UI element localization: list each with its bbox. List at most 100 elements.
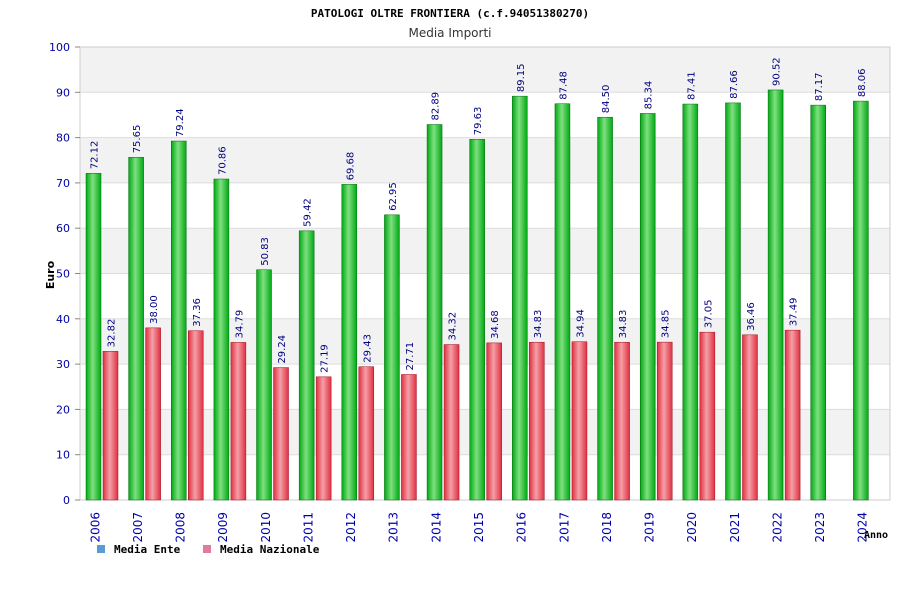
bar-media-nazionale-2021 xyxy=(742,334,758,501)
bar-media-ente-2024 xyxy=(853,100,869,501)
bar-media-nazionale-2016 xyxy=(529,341,545,501)
data-label-media-nazionale-2014: 34.32 xyxy=(448,312,459,341)
data-label-media-ente-2013: 62.95 xyxy=(388,182,399,211)
bar-media-nazionale-2009 xyxy=(230,342,247,501)
data-label-media-ente-2022: 90.52 xyxy=(772,57,783,86)
data-label-media-ente-2024: 88.06 xyxy=(857,68,868,97)
bar-media-ente-2019 xyxy=(639,113,656,501)
bar-media-nazionale-2011 xyxy=(315,376,332,501)
data-label-media-nazionale-2020: 37.05 xyxy=(703,300,714,329)
x-tick-label: 2022 xyxy=(770,512,784,543)
data-label-media-nazionale-2007: 38.00 xyxy=(149,295,160,324)
bar-media-ente-2008 xyxy=(171,140,187,501)
y-tick-label: 80 xyxy=(56,132,70,145)
x-tick-label: 2008 xyxy=(174,512,188,543)
bar-media-ente-2010 xyxy=(256,269,272,501)
data-label-media-nazionale-2010: 29.24 xyxy=(277,335,288,364)
bar-media-nazionale-2014 xyxy=(443,344,460,501)
bar-media-ente-2017 xyxy=(554,103,571,501)
bar-media-ente-2016 xyxy=(512,95,528,501)
y-axis-label: Euro xyxy=(44,260,57,289)
y-tick-label: 60 xyxy=(56,222,70,235)
data-label-media-nazionale-2012: 29.43 xyxy=(362,334,373,363)
bar-media-ente-2023 xyxy=(810,104,826,501)
x-axis: 2006 2007 2008 2009 2010 2011 2012 2013 2014 2015… xyxy=(88,512,869,543)
bar-media-nazionale-2007 xyxy=(145,327,161,501)
bar-media-nazionale-2012 xyxy=(358,366,375,501)
data-label-media-nazionale-2009: 34.79 xyxy=(234,310,245,339)
y-tick-label: 0 xyxy=(63,494,70,507)
data-label-media-nazionale-2019: 34.85 xyxy=(661,309,672,338)
x-tick-label: 2017 xyxy=(557,512,571,543)
x-tick-label: 2019 xyxy=(643,512,657,543)
bar-media-ente-2006 xyxy=(85,173,102,501)
x-axis-label: Anno xyxy=(864,530,888,541)
legend-label-media-ente: Media Ente xyxy=(114,543,181,556)
data-label-media-ente-2006: 72.12 xyxy=(90,141,101,170)
y-tick-label: 30 xyxy=(56,358,70,371)
y-axis: 0 10 20 30 40 50 60 70 80 90 100 xyxy=(49,41,80,507)
y-tick-label: 70 xyxy=(56,177,70,190)
y-tick-label: 100 xyxy=(49,41,70,54)
x-tick-label: 2013 xyxy=(387,512,401,543)
x-tick-label: 2016 xyxy=(515,512,529,543)
bar-media-nazionale-2017 xyxy=(571,341,588,501)
bar-media-ente-2011 xyxy=(298,230,315,501)
legend-label-media-nazionale: Media Nazionale xyxy=(220,543,320,556)
data-label-media-nazionale-2011: 27.19 xyxy=(320,344,331,373)
data-label-media-ente-2023: 87.17 xyxy=(814,72,825,101)
data-label-media-ente-2010: 50.83 xyxy=(260,237,271,266)
data-label-media-ente-2014: 82.89 xyxy=(431,92,442,121)
data-label-media-nazionale-2008: 37.36 xyxy=(192,298,203,327)
data-label-media-ente-2017: 87.48 xyxy=(558,71,569,100)
data-label-media-nazionale-2018: 34.83 xyxy=(618,310,629,339)
data-label-media-ente-2011: 59.42 xyxy=(303,198,314,227)
y-tick-label: 50 xyxy=(56,268,70,281)
data-label-media-ente-2021: 87.66 xyxy=(729,70,740,99)
x-tick-label: 2007 xyxy=(131,512,145,543)
data-label-media-ente-2012: 69.68 xyxy=(345,152,356,181)
x-tick-label: 2014 xyxy=(429,512,443,543)
data-label-media-nazionale-2022: 37.49 xyxy=(789,298,800,327)
x-tick-label: 2015 xyxy=(472,512,486,543)
bar-media-ente-2014 xyxy=(426,124,443,501)
x-tick-label: 2011 xyxy=(301,512,315,543)
x-tick-label: 2020 xyxy=(685,512,699,543)
data-label-media-ente-2009: 70.86 xyxy=(217,146,228,175)
data-label-media-nazionale-2017: 34.94 xyxy=(575,309,586,338)
x-tick-label: 2009 xyxy=(216,512,230,543)
bar-media-ente-2022 xyxy=(767,89,784,501)
data-label-media-nazionale-2016: 34.83 xyxy=(533,310,544,339)
data-label-media-nazionale-2021: 36.46 xyxy=(746,302,757,331)
bar-media-nazionale-2022 xyxy=(784,329,801,501)
bar-media-nazionale-2019 xyxy=(656,341,673,501)
bar-media-ente-2012 xyxy=(341,184,358,501)
bars xyxy=(85,89,869,501)
bar-media-nazionale-2008 xyxy=(188,330,204,501)
data-label-media-nazionale-2015: 34.68 xyxy=(490,310,501,339)
bar-media-nazionale-2006 xyxy=(102,351,119,501)
bar-media-nazionale-2018 xyxy=(614,341,630,501)
bar-media-nazionale-2015 xyxy=(486,342,502,501)
chart-subtitle: Media Importi xyxy=(408,26,491,40)
y-tick-label: 90 xyxy=(56,86,70,99)
bar-media-nazionale-2013 xyxy=(401,374,417,501)
data-label-media-ente-2016: 89.15 xyxy=(516,64,527,93)
bar-media-nazionale-2010 xyxy=(273,367,289,501)
data-label-media-ente-2019: 85.34 xyxy=(644,81,655,110)
bar-media-ente-2015 xyxy=(469,139,485,501)
legend-swatch-media-ente xyxy=(97,545,105,553)
data-label-media-nazionale-2006: 32.82 xyxy=(107,319,118,348)
bar-media-ente-2013 xyxy=(384,214,400,501)
x-tick-label: 2024 xyxy=(856,512,870,543)
x-tick-label: 2012 xyxy=(344,512,358,543)
bar-media-ente-2018 xyxy=(597,116,613,501)
legend-swatch-media-nazionale xyxy=(203,545,211,553)
grid-band xyxy=(80,47,890,93)
x-tick-label: 2021 xyxy=(728,512,742,543)
y-tick-label: 40 xyxy=(56,313,70,326)
data-label-media-ente-2018: 84.50 xyxy=(601,85,612,114)
bar-media-ente-2009 xyxy=(213,178,230,501)
